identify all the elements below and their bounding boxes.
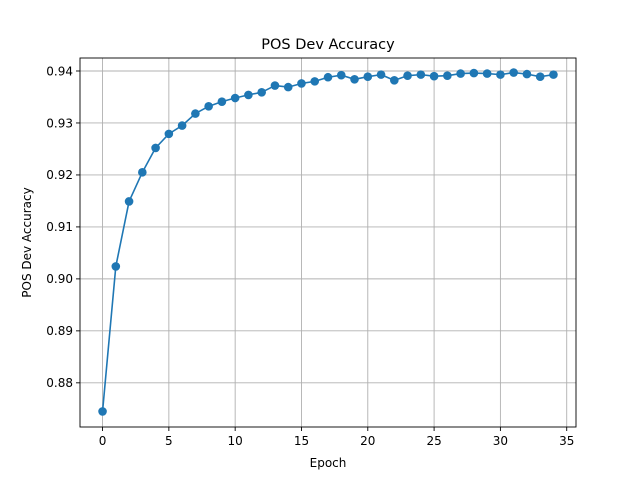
data-point — [217, 97, 227, 106]
data-point — [138, 168, 147, 177]
x-tick-label: 20 — [360, 434, 375, 448]
x-axis: 0 5 10 15 20 25 30 35 — [99, 427, 574, 448]
data-point — [416, 70, 426, 79]
data-point — [310, 77, 320, 86]
data-point — [376, 70, 386, 79]
data-point — [350, 75, 359, 84]
x-tick-label: 10 — [228, 434, 243, 448]
data-point — [283, 82, 293, 92]
y-axis-label: POS Dev Accuracy — [20, 187, 34, 297]
data-point — [124, 197, 134, 206]
data-point — [244, 90, 253, 100]
data-point — [98, 407, 107, 416]
chart-title: POS Dev Accuracy — [261, 37, 395, 53]
data-point — [522, 69, 532, 79]
x-axis-label: Epoch — [310, 456, 347, 470]
x-tick-label: 35 — [559, 434, 574, 448]
series-group — [98, 68, 558, 416]
data-point — [429, 71, 439, 81]
data-point — [443, 71, 452, 80]
x-tick-label: 0 — [99, 434, 107, 448]
data-point — [496, 70, 505, 79]
data-point — [323, 72, 333, 82]
x-tick-label: 15 — [294, 434, 309, 448]
data-point — [164, 129, 174, 139]
data-point — [230, 93, 240, 103]
y-tick-label: 0.92 — [46, 168, 73, 182]
data-point — [151, 143, 160, 153]
y-tick-label: 0.89 — [46, 324, 73, 338]
data-point — [509, 68, 518, 77]
data-point — [469, 68, 479, 78]
y-tick-label: 0.88 — [46, 376, 73, 390]
data-point — [297, 79, 306, 88]
data-point — [270, 81, 280, 90]
data-point — [390, 76, 399, 85]
data-point — [336, 70, 346, 80]
data-point — [177, 121, 187, 130]
data-point — [549, 70, 558, 79]
data-point — [111, 262, 121, 271]
data-point — [191, 109, 200, 118]
x-tick-label: 30 — [493, 434, 508, 448]
data-point — [482, 69, 492, 78]
data-point — [257, 88, 266, 97]
x-tick-label: 25 — [426, 434, 441, 448]
data-point — [363, 72, 373, 82]
grid-lines — [80, 58, 576, 427]
data-point — [204, 102, 213, 111]
x-tick-label: 5 — [165, 434, 173, 448]
data-point — [456, 69, 465, 78]
y-tick-label: 0.94 — [46, 64, 73, 78]
data-point — [535, 72, 545, 82]
y-tick-label: 0.90 — [46, 272, 73, 286]
data-point — [403, 71, 412, 80]
plot-frame — [79, 57, 577, 428]
y-tick-label: 0.91 — [46, 220, 73, 234]
y-tick-label: 0.93 — [46, 116, 73, 130]
y-axis: 0.88 0.89 0.90 0.91 0.92 0.93 0.94 — [46, 64, 80, 390]
